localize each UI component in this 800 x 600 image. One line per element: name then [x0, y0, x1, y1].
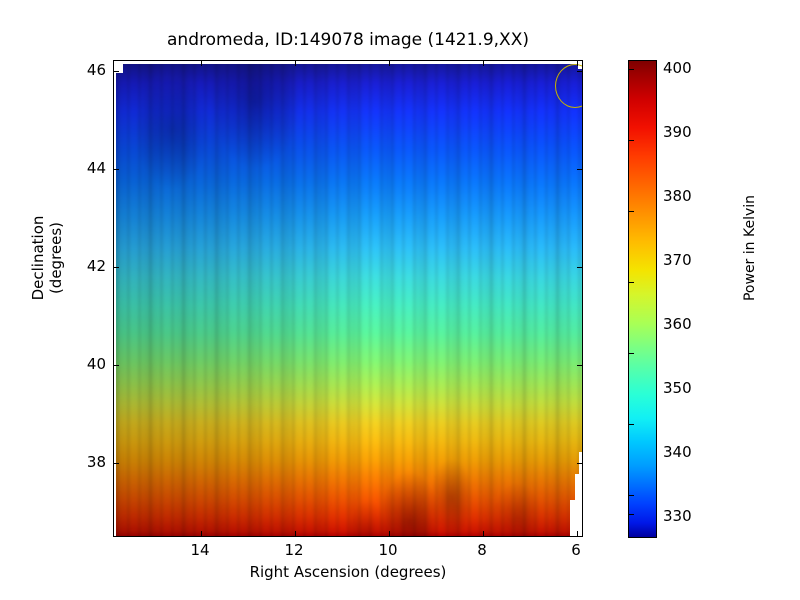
- cbticklabel-370: 370: [663, 251, 692, 269]
- cbticklabel-360: 360: [663, 315, 692, 333]
- cbtick-350: [629, 424, 634, 426]
- yticklabel-46: 46: [86, 61, 106, 79]
- xticklabel-8: 8: [477, 541, 487, 559]
- cbticklabel-350: 350: [663, 379, 692, 397]
- yticklabel-40: 40: [86, 355, 106, 373]
- cbtick-330: [629, 514, 634, 516]
- xtick-top-14: [201, 61, 203, 66]
- nodata-region-bottom-right: [570, 500, 582, 536]
- ytick-right-44: [577, 169, 582, 171]
- xticklabel-14: 14: [190, 541, 210, 559]
- ytick-right-42: [577, 267, 582, 269]
- cbtick-400: [629, 69, 634, 71]
- cbtick-370: [629, 282, 634, 284]
- xtick-12: [295, 531, 297, 536]
- cbtick-360: [629, 353, 634, 355]
- ytick-38: [114, 463, 119, 465]
- cbticklabel-340: 340: [663, 443, 692, 461]
- cbticklabel-380: 380: [663, 187, 692, 205]
- xtick-10: [389, 531, 391, 536]
- cbtick-380: [629, 211, 634, 213]
- xticklabel-12: 12: [284, 541, 304, 559]
- xtick-8: [483, 531, 485, 536]
- y-axis-label: Declination (degrees): [29, 215, 65, 301]
- x-axis-label: Right Ascension (degrees): [249, 563, 447, 581]
- cbticklabel-390: 390: [663, 123, 692, 141]
- ytick-right-46: [577, 71, 582, 73]
- cbticklabel-400: 400: [663, 59, 692, 77]
- colorbar[interactable]: [628, 60, 657, 538]
- ytick-40: [114, 365, 119, 367]
- colorbar-label: Power in Kelvin: [742, 194, 758, 302]
- ytick-right-40: [577, 365, 582, 367]
- xticklabel-10: 10: [378, 541, 398, 559]
- ytick-42: [114, 267, 119, 269]
- yticklabel-44: 44: [86, 159, 106, 177]
- xtick-top-10: [389, 61, 391, 66]
- cbtick-390: [629, 140, 634, 142]
- xtick-14: [201, 531, 203, 536]
- cbticklabel-330: 330: [663, 507, 692, 525]
- ytick-right-38: [577, 463, 582, 465]
- heatmap-axes[interactable]: [113, 60, 583, 537]
- ytick-46: [114, 71, 119, 73]
- xtick-top-6: [577, 61, 579, 66]
- xtick-6: [577, 531, 579, 536]
- nodata-region-bottom-right-step: [575, 474, 582, 500]
- xticklabel-6: 6: [571, 541, 581, 559]
- cbtick-340: [629, 495, 634, 497]
- nodata-region-top-left: [116, 64, 123, 73]
- page-title: andromeda, ID:149078 image (1421.9,XX): [167, 30, 529, 50]
- colorbar-gradient: [629, 61, 656, 537]
- ytick-44: [114, 169, 119, 171]
- xtick-top-12: [295, 61, 297, 66]
- heatmap-blur-layer: [116, 64, 582, 536]
- yticklabel-42: 42: [86, 257, 106, 275]
- yticklabel-38: 38: [86, 453, 106, 471]
- xtick-top-8: [483, 61, 485, 66]
- heatmap-image[interactable]: [116, 64, 582, 536]
